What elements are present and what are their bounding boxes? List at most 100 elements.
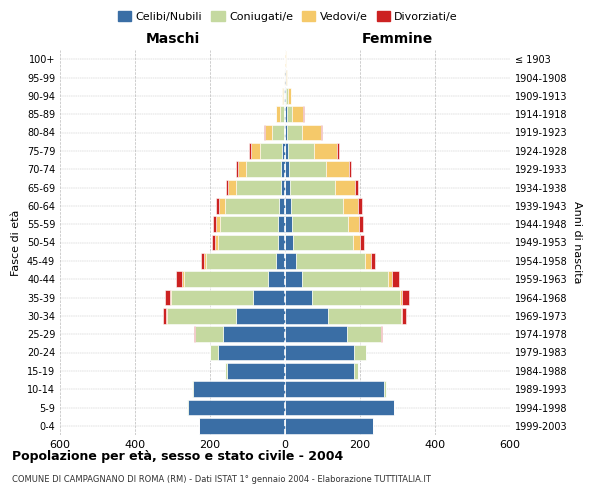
Bar [371,253,375,268]
Bar [337,143,338,158]
Bar [359,216,363,232]
Bar [296,253,365,268]
Bar [293,234,353,250]
Bar [358,198,362,214]
Bar [199,418,285,434]
Bar [335,180,355,196]
Bar [285,418,373,434]
Bar [286,88,287,104]
Bar [365,253,371,268]
Bar [218,234,277,250]
Bar [349,162,350,177]
Bar [285,382,385,397]
Bar [285,344,355,360]
Bar [355,344,365,360]
Bar [285,326,347,342]
Bar [403,308,406,324]
Bar [206,253,275,268]
Bar [292,106,304,122]
Bar [381,326,382,342]
Bar [285,143,288,158]
Bar [220,198,225,214]
Bar [238,162,245,177]
Bar [281,88,283,104]
Bar [353,234,360,250]
Bar [212,234,215,250]
Bar [226,180,228,196]
Bar [275,253,285,268]
Bar [326,162,349,177]
Text: COMUNE DI CAMPAGNANO DI ROMA (RM) - Dati ISTAT 1° gennaio 2004 - Elaborazione TU: COMUNE DI CAMPAGNANO DI ROMA (RM) - Dati… [12,475,431,484]
Bar [170,290,253,306]
Bar [251,143,260,158]
Bar [312,290,400,306]
Bar [288,143,314,158]
Bar [285,272,302,287]
Bar [227,363,285,378]
Bar [385,382,386,397]
Bar [195,326,223,342]
Bar [253,290,285,306]
Legend: Celibi/Nubili, Coniugati/e, Vedovi/e, Divorziati/e: Celibi/Nubili, Coniugati/e, Vedovi/e, Di… [115,8,461,25]
Bar [285,70,286,86]
Bar [287,124,302,140]
Bar [193,382,285,397]
Bar [347,326,380,342]
Bar [283,143,285,158]
Bar [355,180,358,196]
Y-axis label: Fasce di età: Fasce di età [11,210,21,276]
Bar [277,234,285,250]
Bar [184,272,268,287]
Bar [228,180,235,196]
Bar [290,198,343,214]
Bar [280,198,285,214]
Bar [217,198,220,214]
Bar [264,124,265,140]
Bar [217,216,220,232]
Bar [343,198,358,214]
Bar [285,216,292,232]
Bar [287,88,292,104]
Text: Femmine: Femmine [362,32,433,46]
Bar [285,363,355,378]
Bar [225,198,280,214]
Bar [401,308,403,324]
Bar [281,180,285,196]
Bar [285,253,296,268]
Bar [235,180,281,196]
Bar [265,124,272,140]
Bar [277,106,280,122]
Bar [220,216,278,232]
Bar [355,363,358,378]
Bar [328,308,401,324]
Bar [236,162,238,177]
Bar [286,70,287,86]
Bar [272,124,284,140]
Bar [176,272,182,287]
Bar [348,216,359,232]
Bar [285,400,394,415]
Bar [400,290,402,306]
Bar [284,124,285,140]
Bar [236,308,285,324]
Bar [167,308,236,324]
Bar [210,344,218,360]
Bar [285,180,290,196]
Bar [214,216,217,232]
Bar [285,198,290,214]
Bar [280,106,284,122]
Bar [388,272,392,287]
Bar [285,162,289,177]
Bar [314,143,337,158]
Bar [248,143,251,158]
Bar [218,344,285,360]
Bar [287,106,292,122]
Bar [285,234,293,250]
Bar [360,234,364,250]
Bar [285,290,312,306]
Bar [281,162,285,177]
Bar [320,124,322,140]
Bar [283,88,284,104]
Bar [302,124,320,140]
Bar [289,162,326,177]
